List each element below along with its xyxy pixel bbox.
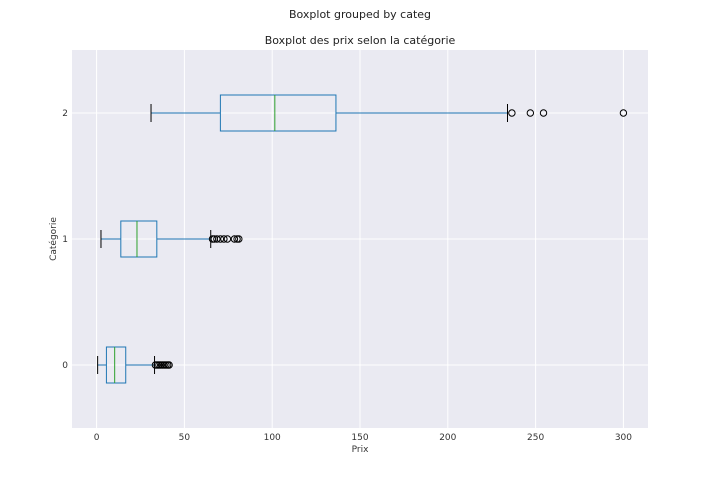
chart-title: Boxplot des prix selon la catégorie [265,34,456,47]
y-tick-label: 2 [62,109,68,119]
box-group-0 [97,346,173,384]
x-axis-label: Prix [352,445,369,455]
box-iqr [120,220,158,258]
y-tick-label: 0 [62,361,68,371]
x-tick-label: 0 [94,433,100,443]
flier-point [526,109,535,117]
flier-point [165,361,173,369]
x-tick-label: 100 [264,433,281,443]
x-tick-label: 250 [527,433,544,443]
y-tick-label: 1 [62,235,68,245]
flier-point [213,235,221,243]
x-tick-label: 150 [351,433,368,443]
flier-point [220,235,228,243]
box-group-2 [150,94,628,132]
flier-point [539,109,548,117]
flier-point [235,235,243,243]
box-iqr [105,346,127,384]
flier-point [216,235,225,243]
box-iqr [219,94,337,132]
boxplot-marks [97,94,628,384]
flier-point [230,235,239,243]
flier-point [223,235,232,243]
flier-point [508,109,516,117]
box-group-1 [100,220,243,258]
x-tick-label: 200 [439,433,456,443]
y-axis-label: Catégorie [48,217,59,261]
chart-suptitle: Boxplot grouped by categ [289,8,431,21]
x-tick-label: 300 [615,433,632,443]
tick-labels: 0 50 100 150 200 250 300 0 1 2 [62,109,632,443]
x-tick-label: 50 [179,433,191,443]
flier-point [619,109,628,117]
